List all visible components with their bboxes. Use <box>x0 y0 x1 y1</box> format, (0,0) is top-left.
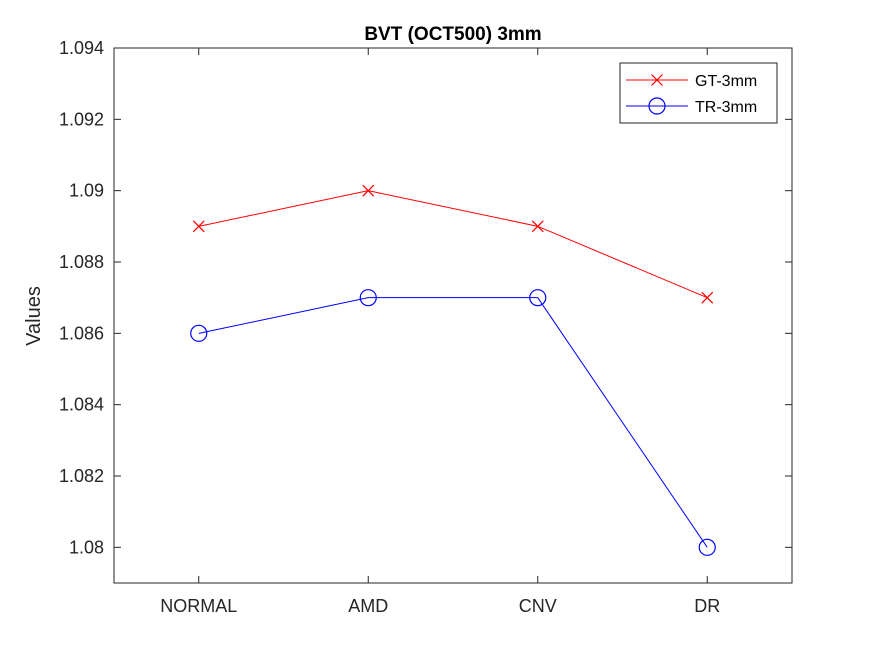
legend-label: GT-3mm <box>695 73 757 90</box>
data-point-GT-3mm <box>192 220 205 233</box>
y-tick-label: 1.092 <box>59 109 104 129</box>
y-axis-label: Values <box>23 286 45 346</box>
data-point-GT-3mm <box>701 291 714 304</box>
x-tick-label: CNV <box>519 596 557 616</box>
legend-label: TR-3mm <box>695 99 757 116</box>
legend-entry: GT-3mm <box>626 73 757 90</box>
data-point-TR-3mm <box>359 289 377 307</box>
data-point-TR-3mm <box>698 538 716 556</box>
chart-title: BVT (OCT500) 3mm <box>364 24 541 45</box>
y-tick-label: 1.088 <box>59 252 104 272</box>
series-line-GT-3mm <box>198 190 708 299</box>
series-line-TR-3mm <box>198 297 708 548</box>
legend-entry: TR-3mm <box>626 97 757 116</box>
y-tick-label: 1.08 <box>69 537 104 557</box>
x-tick-label: AMD <box>348 596 388 616</box>
legend-box <box>619 62 778 124</box>
data-point-TR-3mm <box>529 289 547 307</box>
y-tick-label: 1.094 <box>59 38 104 58</box>
legend: GT-3mm TR-3mm <box>619 62 778 124</box>
y-tick-label: 1.09 <box>69 181 104 201</box>
y-axis: 1.08 1.082 1.084 1.086 1.088 1.09 1.092 1.094 <box>59 38 792 557</box>
y-tick-label: 1.086 <box>59 323 104 343</box>
legend-marker <box>651 74 663 86</box>
x-axis: NORMAL AMD CNV DR <box>160 48 720 616</box>
series-layer <box>190 184 716 556</box>
data-point-TR-3mm <box>190 324 208 342</box>
x-tick-label: DR <box>694 596 720 616</box>
x-tick-label: NORMAL <box>160 596 237 616</box>
data-point-GT-3mm <box>531 220 544 233</box>
y-tick-label: 1.084 <box>59 395 104 415</box>
data-point-GT-3mm <box>362 184 375 197</box>
y-tick-label: 1.082 <box>59 466 104 486</box>
plot-area <box>113 47 793 584</box>
legend-marker <box>648 97 666 115</box>
